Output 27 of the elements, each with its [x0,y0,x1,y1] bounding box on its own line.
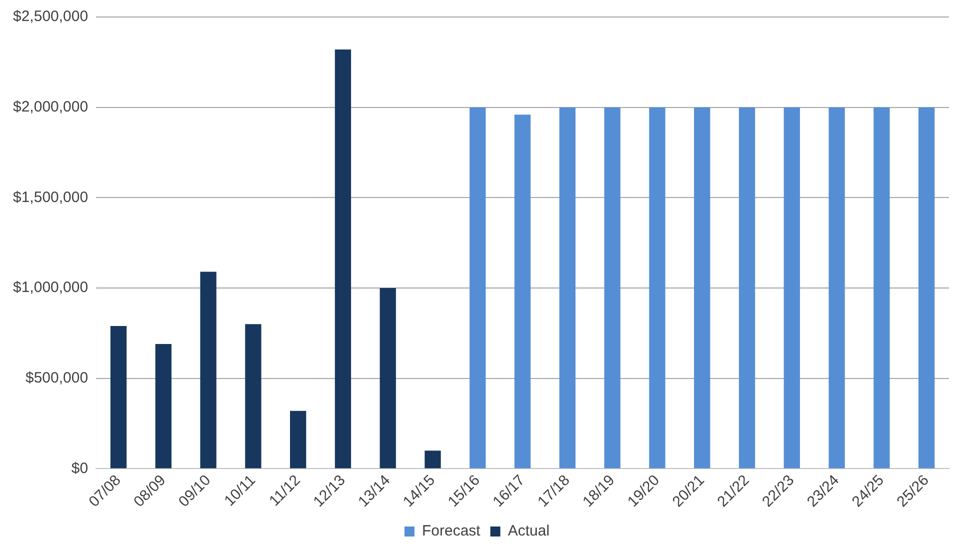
bar [470,107,486,468]
bar [200,272,216,468]
legend-label: Actual [508,522,550,540]
y-tick-label: $2,000,000 [12,98,88,116]
y-tick-label: $2,500,000 [12,8,88,26]
y-tick-label: $1,000,000 [12,279,88,296]
bar [649,107,666,468]
bar [245,324,262,468]
bar [290,410,306,468]
bar [334,50,352,468]
bar [694,107,710,468]
bar [828,107,845,468]
bar [155,344,172,468]
bar [874,107,890,468]
y-tick-label: $0 [71,460,88,477]
bar [918,107,935,468]
bar [110,326,127,468]
bar [424,450,441,468]
bar [514,114,531,468]
bar [784,107,800,468]
bar [380,288,396,468]
y-tick-label: $500,000 [25,370,88,387]
legend-label: Forecast [422,522,482,540]
bar [559,107,576,468]
y-tick-label: $1,500,000 [12,188,88,206]
bar [738,107,756,468]
bar [604,107,620,468]
